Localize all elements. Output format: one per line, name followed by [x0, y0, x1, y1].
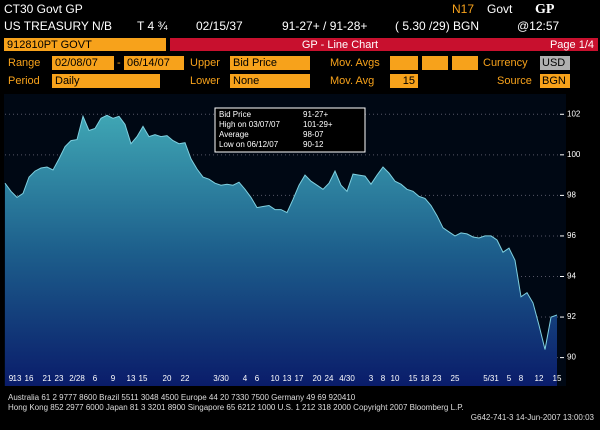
upper: Bid Price	[233, 57, 277, 69]
x-tick-label: 22	[181, 374, 190, 383]
x-tick-label: 4	[243, 374, 248, 383]
range-to-box[interactable]	[124, 56, 184, 70]
line	[4, 114, 558, 350]
info-value: 101-29+	[303, 120, 333, 129]
y-tick-label: 100	[567, 150, 581, 159]
ticker: 912810PT GOVT	[7, 39, 92, 51]
x-tick-label: 18	[421, 374, 430, 383]
x-tick-label: 13	[283, 374, 292, 383]
period-label: Period	[8, 75, 40, 87]
coupon: T 4 ¾	[137, 19, 168, 33]
lower-label: Lower	[190, 75, 220, 87]
x-tick-label: 8	[519, 374, 524, 383]
x-tick-label: 20	[313, 374, 322, 383]
range-from-box[interactable]	[52, 56, 114, 70]
x-tick-label: 21	[43, 374, 52, 383]
movavg-box-3[interactable]	[452, 56, 478, 70]
info-label: Average	[219, 130, 249, 139]
x-tick-label: 15	[139, 374, 148, 383]
x-tick-label: 20	[163, 374, 172, 383]
lower: None	[233, 75, 259, 87]
x-tick-label: 17	[295, 374, 304, 383]
x-tick-label: 2/28	[69, 374, 85, 383]
y-tick-label: 96	[567, 231, 576, 240]
chart-title: GP - Line Chart	[302, 39, 378, 51]
right-code: N17	[452, 2, 474, 16]
y-tick-label: 92	[567, 312, 576, 321]
ticker-box[interactable]	[4, 38, 166, 51]
maturity: 02/15/37	[196, 19, 243, 33]
x-tick-label: 16	[25, 374, 34, 383]
movavg-box-1[interactable]	[390, 56, 418, 70]
source-label: Source	[497, 75, 532, 87]
x-tick-label: 5	[507, 374, 512, 383]
x-tick-label: 8	[381, 374, 386, 383]
x-tick-label: 6	[93, 374, 98, 383]
right-func: GP	[535, 2, 555, 17]
info-label: Low on 06/12/07	[219, 140, 279, 149]
footer-line: G642-741-3 14-Jun-2007 13:00:03	[471, 413, 595, 422]
x-tick-label: 5/31	[483, 374, 499, 383]
x-tick-label: 6	[255, 374, 260, 383]
currency-label: Currency	[483, 57, 528, 69]
currency-box[interactable]	[540, 56, 570, 70]
y-tick-label: 98	[567, 190, 576, 199]
movavg-box-2[interactable]	[422, 56, 448, 70]
x-tick-label: 9	[9, 374, 14, 383]
movavg-box[interactable]	[390, 74, 418, 88]
yield: ( 5.30 /29) BGN	[395, 19, 479, 33]
y-tick-label: 94	[567, 272, 576, 281]
info-value: 98-07	[303, 130, 324, 139]
quote: 91-27+ / 91-28+	[282, 19, 367, 33]
period: Daily	[55, 75, 80, 87]
right-sector: Govt	[487, 2, 513, 16]
y-tick-label: 102	[567, 109, 581, 118]
movavg: 15	[403, 75, 415, 87]
x-tick-label: 9	[111, 374, 116, 383]
movavgs-label: Mov. Avgs	[330, 57, 380, 69]
x-tick-label: 23	[433, 374, 442, 383]
x-tick-label: 24	[325, 374, 334, 383]
area	[5, 115, 557, 387]
info-value: 90-12	[303, 140, 324, 149]
x-tick-label: 10	[391, 374, 400, 383]
x-tick-label: 25	[451, 374, 460, 383]
range-to: 06/14/07	[127, 57, 170, 69]
footer-line: Hong Kong 852 2977 6000 Japan 81 3 3201 …	[8, 403, 464, 412]
x-tick-label: 3	[369, 374, 374, 383]
period-box[interactable]	[52, 74, 160, 88]
x-tick-label: 4/30	[339, 374, 355, 383]
footer-line: Australia 61 2 9777 8600 Brazil 5511 304…	[8, 393, 356, 402]
currency: USD	[542, 57, 565, 69]
time: @12:57	[517, 19, 560, 33]
source: BGN	[542, 75, 566, 87]
range-label: Range	[8, 57, 40, 69]
x-tick-label: 15	[409, 374, 418, 383]
y-tick-label: 90	[567, 353, 576, 362]
x-tick-label: 10	[271, 374, 280, 383]
security-name: US TREASURY N/B	[4, 19, 112, 33]
title-bar	[170, 38, 598, 51]
x-tick-label: 13	[13, 374, 22, 383]
x-tick-label: 15	[553, 374, 562, 383]
movavg-label: Mov. Avg	[330, 75, 374, 87]
security: CT30 Govt GP	[4, 2, 83, 16]
x-tick-label: 12	[535, 374, 544, 383]
info-box	[214, 107, 366, 153]
x-tick-label: 3/30	[213, 374, 229, 383]
info-label: Bid Price	[219, 110, 252, 119]
info-label: High on 03/07/07	[219, 120, 280, 129]
x-tick-label: 13	[127, 374, 136, 383]
info-value: 91-27+	[303, 110, 328, 119]
page-indicator: Page 1/4	[550, 39, 594, 51]
source-box[interactable]	[540, 74, 570, 88]
lower-box[interactable]	[230, 74, 310, 88]
x-tick-label: 23	[55, 374, 64, 383]
range-sep: -	[117, 57, 121, 69]
range-from: 02/08/07	[55, 57, 98, 69]
upper-box[interactable]	[230, 56, 310, 70]
upper-label: Upper	[190, 57, 220, 69]
